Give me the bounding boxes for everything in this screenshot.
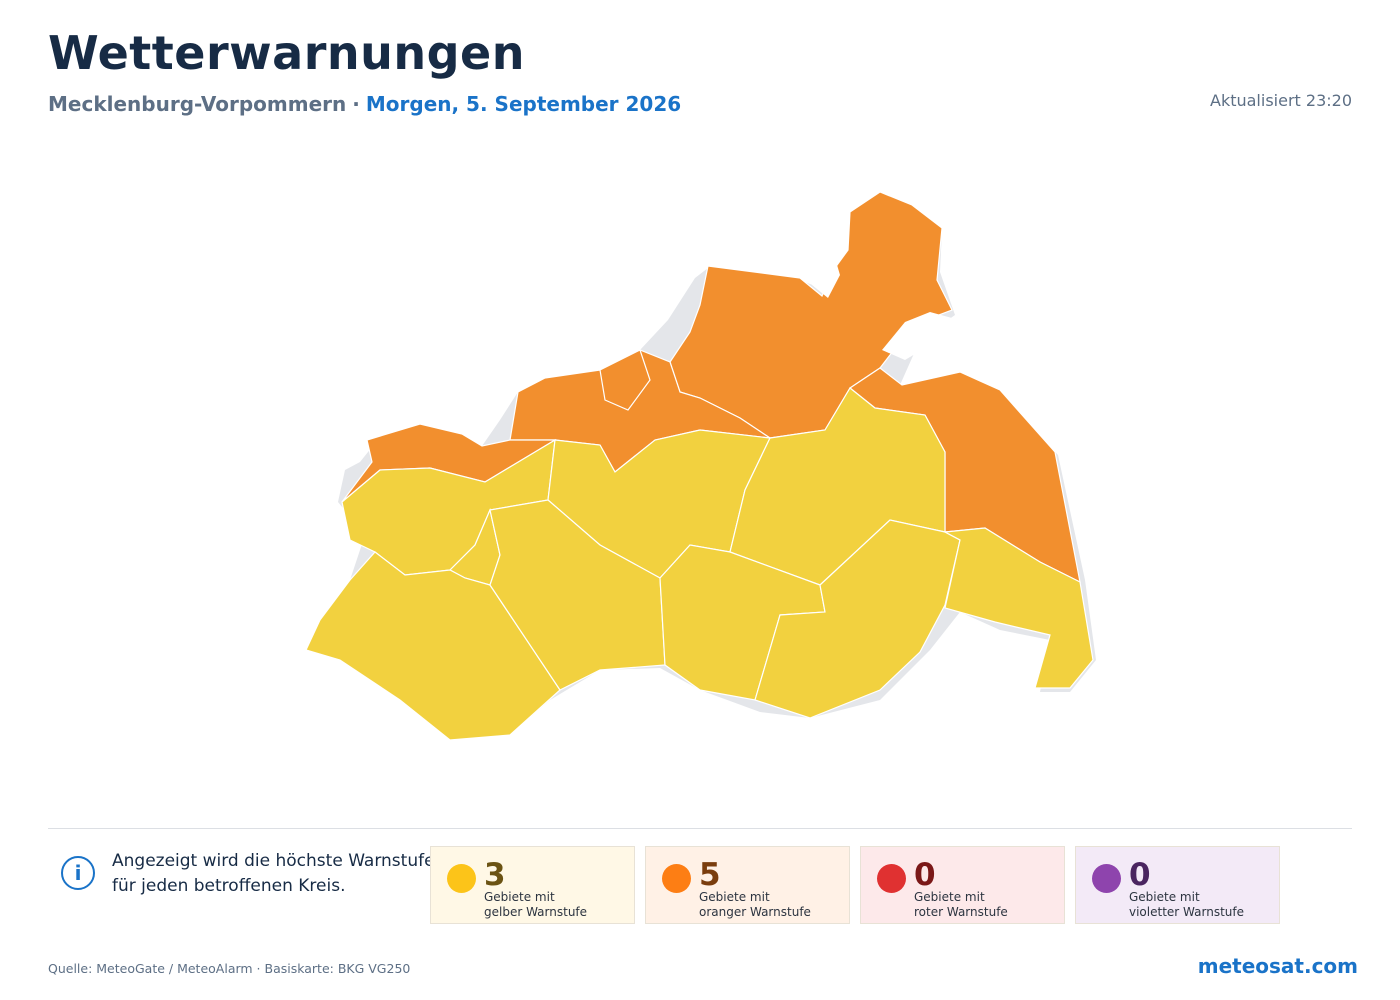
legend-label: Gebiete mit gelber Warnstufe (484, 890, 588, 919)
district-ludwigslust-parchim-east[interactable] (489, 499, 666, 691)
legend-label: Gebiete mit oranger Warnstufe (699, 890, 811, 919)
source-credit: Quelle: MeteoGate / MeteoAlarm · Basiska… (48, 961, 411, 976)
bay-bodden (812, 258, 840, 298)
orange-dot-icon (662, 864, 691, 893)
legend-card-orange: 5 Gebiete mit oranger Warnstufe (645, 846, 850, 924)
district-vg-south[interactable] (942, 527, 1094, 689)
warning-map (0, 140, 1400, 810)
legend-card-yellow: 3 Gebiete mit gelber Warnstufe (430, 846, 635, 924)
district-rostock-stadt[interactable] (599, 349, 651, 411)
subtitle: Mecklenburg-Vorpommern · Morgen, 5. Septem… (48, 92, 681, 116)
violet-dot-icon (1092, 864, 1121, 893)
district-ludwigslust-parchim-west[interactable] (305, 551, 561, 741)
page-title: Wetterwarnungen (48, 26, 526, 80)
legend-card-violet: 0 Gebiete mit violetter Warnstufe (1075, 846, 1280, 924)
legend-count: 3 (484, 857, 506, 893)
legend-count: 0 (1129, 857, 1151, 893)
forecast-date: Morgen, 5. September 2026 (365, 92, 682, 116)
updated-timestamp: Aktualisiert 23:20 (1210, 91, 1352, 110)
subtitle-separator: · (352, 92, 360, 116)
district-guestrow-east[interactable] (729, 387, 946, 586)
divider (48, 828, 1352, 829)
map-svg (305, 191, 1096, 741)
legend-count: 5 (699, 857, 721, 893)
red-dot-icon (877, 864, 906, 893)
brand-link[interactable]: meteosat.com (1197, 954, 1358, 978)
legend-label: Gebiete mit violetter Warnstufe (1129, 890, 1244, 919)
bay-wismar (470, 420, 490, 442)
legend: 3 Gebiete mit gelber Warnstufe 5 Gebiete … (430, 846, 1280, 924)
bay-greifswald (882, 312, 952, 360)
legend-label: Gebiete mit roter Warnstufe (914, 890, 1008, 919)
yellow-dot-icon (447, 864, 476, 893)
region-name: Mecklenburg-Vorpommern (48, 92, 347, 116)
legend-count: 0 (914, 857, 936, 893)
legend-card-red: 0 Gebiete mit roter Warnstufe (860, 846, 1065, 924)
info-text: Angezeigt wird die höchste Warnstufe für… (112, 851, 435, 896)
info-icon: i (61, 856, 95, 890)
